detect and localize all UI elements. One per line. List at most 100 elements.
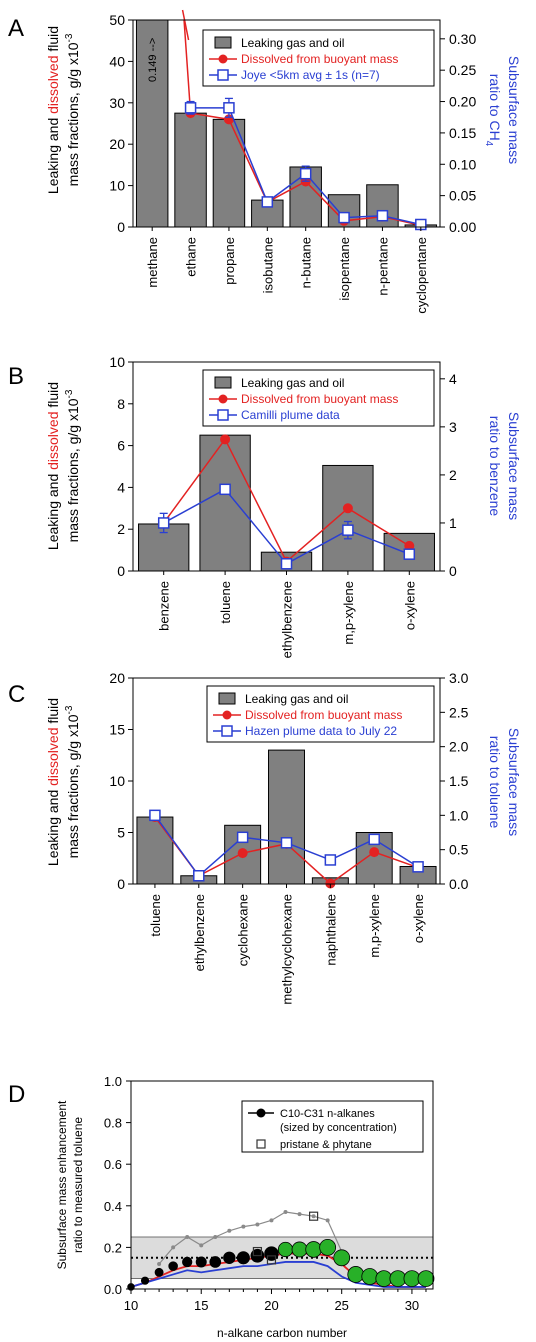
observed-point [280, 558, 293, 570]
plot-frame [130, 1080, 434, 1290]
gray-point [269, 1218, 274, 1223]
alkane-marker [236, 1251, 250, 1265]
left-tick-label: 10 [109, 178, 125, 194]
right-axis-label-line2: ratio to CH4 [483, 74, 503, 147]
category-label: ethylbenzene [192, 894, 207, 971]
dissolved-point [342, 503, 353, 514]
x-axis-label: n-alkane carbon number [217, 1326, 347, 1340]
panel-letter: D [8, 1081, 25, 1108]
right-tick-label: 0.15 [449, 125, 476, 141]
alkane-marker [361, 1268, 379, 1285]
right-tick-label: 1.5 [449, 773, 469, 789]
right-tick-label: 3.0 [449, 670, 469, 686]
legend-label: Dissolved from buoyant mass [241, 52, 398, 66]
panel-letter: B [8, 363, 24, 390]
category-label: naphthalene [323, 894, 338, 966]
legend-label: C10-C31 n-alkanes [280, 1108, 375, 1120]
observed-point [338, 211, 350, 224]
gray-point [255, 1222, 260, 1227]
observed-point [223, 102, 235, 114]
category-label: n-butane [299, 237, 314, 288]
alkane-marker [182, 1256, 193, 1268]
observed-point [403, 548, 416, 560]
left-axis-label-part: fluid [45, 26, 61, 56]
left-tick-label: 0 [117, 876, 125, 892]
pristane-phytane-marker [309, 1211, 319, 1221]
left-tick-label: 6 [117, 438, 125, 454]
right-axis-label-subscript: 4 [483, 141, 494, 147]
observed-point [149, 809, 161, 822]
panel-a: A 0.149 --> 0 10 20 30 40 50 0.00 0.05 0.10 0.15 0.2… [8, 9, 522, 314]
left-tick-label: 0.6 [104, 1157, 122, 1172]
observed-point [342, 524, 354, 536]
left-tick-label: 50 [109, 12, 125, 28]
observed-point [412, 861, 424, 873]
bar-n-pentane [366, 184, 399, 227]
dissolved-point [237, 848, 248, 859]
legend-label: Joye <5km avg ± 1s (n=7) [241, 68, 380, 82]
gray-point [213, 1235, 218, 1239]
left-axis-label: Leaking and dissolved fluid [45, 698, 61, 866]
category-label: methylcyclohexane [280, 894, 295, 1005]
bar-methylcyclohexane [268, 749, 305, 884]
gray-point [185, 1235, 190, 1239]
category-label: benzene [157, 581, 172, 631]
gray-point [171, 1245, 176, 1250]
dissolved-line-offscale [181, 9, 190, 41]
observed-point [324, 854, 337, 866]
left-tick-label: 0.8 [104, 1116, 122, 1131]
category-label: methane [145, 237, 160, 288]
legend-swatch-dissolved-point [222, 710, 232, 720]
gray-line [158, 1211, 343, 1265]
left-tick-label: 5 [117, 825, 125, 841]
right-axis-label-part: ratio to benzene [487, 416, 503, 517]
category-label: cyclohexane [236, 894, 251, 966]
legend-box [241, 1100, 424, 1153]
left-axis-label-part: mass fractions, g/g x10 [65, 714, 81, 858]
x-tick-label: 25 [334, 1298, 348, 1313]
alkane-marker [347, 1266, 365, 1283]
y-axis-label: Subsurface mass enhancement [55, 1100, 69, 1269]
y-axis-label-line2: ratio to measured toluene [71, 1117, 85, 1253]
right-tick-label: 0.00 [449, 219, 476, 235]
legend-label: (sized by concentration) [280, 1122, 397, 1134]
gray-point [199, 1243, 204, 1248]
legend-swatch-observed-point [217, 409, 229, 421]
left-tick-label: 0.0 [104, 1282, 122, 1297]
right-axis-label-part: ratio to CH [487, 74, 503, 141]
legend-swatch-bar [218, 692, 236, 705]
right-tick-label: 2.5 [449, 704, 469, 720]
right-tick-label: 0.20 [449, 94, 476, 110]
left-tick-label: 40 [109, 53, 125, 69]
left-tick-label: 20 [109, 136, 125, 152]
left-axis-label-dissolved: dissolved [45, 412, 61, 470]
left-tick-label: 0.2 [104, 1240, 122, 1255]
alkane-marker [319, 1239, 337, 1256]
category-label: m,p-xylene [341, 581, 356, 645]
bar-toluene [199, 434, 251, 571]
left-axis-label-part: mass fractions, g/g x10 [65, 398, 81, 542]
pristane-phytane-marker [266, 1255, 277, 1265]
category-label: toluene [218, 581, 233, 624]
plot-frame [132, 19, 441, 228]
alkane-marker [389, 1270, 407, 1287]
legend-swatch-square [256, 1139, 266, 1149]
bar-methane [135, 20, 169, 227]
legend-swatch-bar [214, 376, 232, 389]
category-label: toluene [148, 894, 163, 937]
gray-point [311, 1214, 316, 1219]
dissolved-point [220, 434, 231, 445]
left-axis-label: Leaking and dissolved fluid [45, 382, 61, 550]
panel-b: B 0 2 4 6 8 10 0 1 2 3 4 benzene toluene ethylbenzene m… [8, 354, 522, 658]
legend-box [202, 369, 435, 427]
left-axis-label-part: Leaking and [45, 470, 61, 550]
left-tick-label: 0 [117, 219, 125, 235]
alkane-marker [417, 1270, 435, 1287]
legend-label: pristane & phytane [280, 1139, 372, 1151]
left-tick-label: 1.0 [104, 1074, 122, 1089]
alkane-marker [140, 1276, 150, 1285]
legend-swatch-observed-point [221, 725, 233, 737]
alkane-marker [195, 1256, 207, 1268]
legend-swatch-bar [214, 36, 232, 49]
right-tick-label: 3 [449, 419, 457, 435]
